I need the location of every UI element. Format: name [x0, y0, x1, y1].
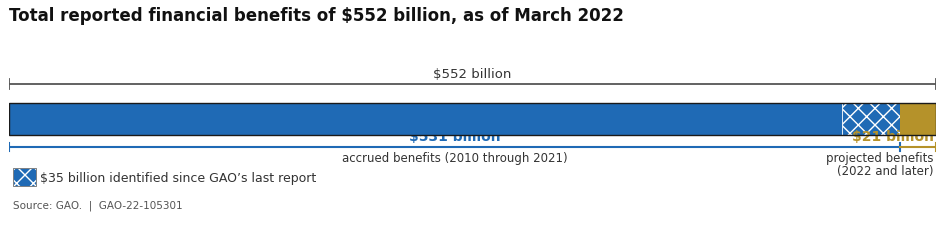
Bar — [13, 168, 36, 186]
Text: accrued benefits (2010 through 2021): accrued benefits (2010 through 2021) — [342, 152, 567, 165]
Bar — [900, 103, 935, 135]
Text: (2022 and later): (2022 and later) — [836, 165, 933, 178]
Bar — [13, 168, 36, 186]
Text: projected benefits: projected benefits — [825, 152, 933, 165]
Bar — [9, 103, 841, 135]
Text: $531 billion: $531 billion — [409, 130, 500, 144]
Bar — [9, 103, 935, 135]
Text: $552 billion: $552 billion — [433, 68, 511, 81]
Bar — [841, 103, 900, 135]
Text: Total reported financial benefits of $552 billion, as of March 2022: Total reported financial benefits of $55… — [9, 7, 624, 25]
Text: Source: GAO.  |  GAO-22-105301: Source: GAO. | GAO-22-105301 — [13, 200, 182, 211]
Text: $21 billion: $21 billion — [851, 130, 933, 144]
Text: $35 billion identified since GAO’s last report: $35 billion identified since GAO’s last … — [40, 172, 315, 184]
